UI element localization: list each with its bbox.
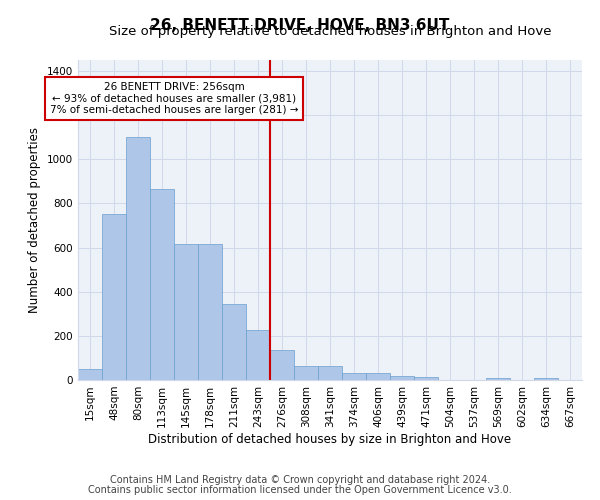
Bar [294, 366, 318, 380]
Y-axis label: Number of detached properties: Number of detached properties [28, 127, 41, 313]
Title: Size of property relative to detached houses in Brighton and Hove: Size of property relative to detached ho… [109, 25, 551, 38]
Bar [414, 376, 438, 380]
Bar [366, 374, 390, 380]
Text: 26 BENETT DRIVE: 256sqm
← 93% of detached houses are smaller (3,981)
7% of semi-: 26 BENETT DRIVE: 256sqm ← 93% of detache… [50, 82, 298, 116]
X-axis label: Distribution of detached houses by size in Brighton and Hove: Distribution of detached houses by size … [148, 432, 512, 446]
Bar [534, 378, 558, 380]
Text: 26, BENETT DRIVE, HOVE, BN3 6UT: 26, BENETT DRIVE, HOVE, BN3 6UT [151, 18, 449, 32]
Bar [318, 366, 342, 380]
Bar [102, 214, 126, 380]
Bar [486, 378, 510, 380]
Text: Contains HM Land Registry data © Crown copyright and database right 2024.: Contains HM Land Registry data © Crown c… [110, 475, 490, 485]
Bar [222, 304, 246, 380]
Bar [342, 374, 366, 380]
Bar [270, 350, 294, 380]
Bar [174, 244, 198, 380]
Bar [390, 376, 414, 380]
Bar [78, 370, 102, 380]
Text: Contains public sector information licensed under the Open Government Licence v3: Contains public sector information licen… [88, 485, 512, 495]
Bar [126, 137, 150, 380]
Bar [150, 189, 174, 380]
Bar [246, 330, 270, 380]
Bar [198, 244, 222, 380]
